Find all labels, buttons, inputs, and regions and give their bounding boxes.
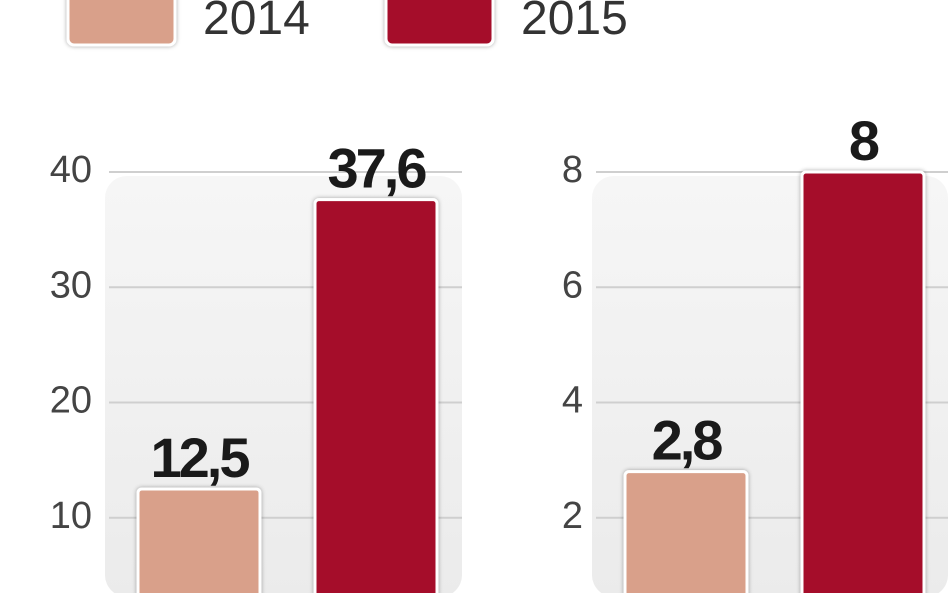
bar [136, 487, 262, 593]
legend-swatch [384, 0, 495, 47]
bar [623, 470, 749, 593]
bar [800, 170, 926, 593]
y-tick-label: 20 [50, 380, 92, 422]
value-label: 8 [849, 109, 879, 172]
value-label: 12,5 [151, 426, 250, 489]
bar [313, 198, 439, 593]
y-tick-label: 10 [50, 495, 92, 537]
y-tick-label: 40 [50, 149, 92, 191]
y-tick-label: 30 [50, 264, 92, 306]
y-tick-label: 2 [562, 495, 583, 537]
value-label: 2,8 [652, 409, 723, 472]
legend-label: 2015 [521, 0, 628, 45]
y-tick-label: 6 [562, 264, 583, 306]
y-tick-label: 8 [562, 149, 583, 191]
legend-label: 2014 [203, 0, 310, 45]
y-tick-label: 4 [562, 380, 583, 422]
legend-swatch [66, 0, 177, 47]
value-label: 37,6 [328, 137, 427, 200]
